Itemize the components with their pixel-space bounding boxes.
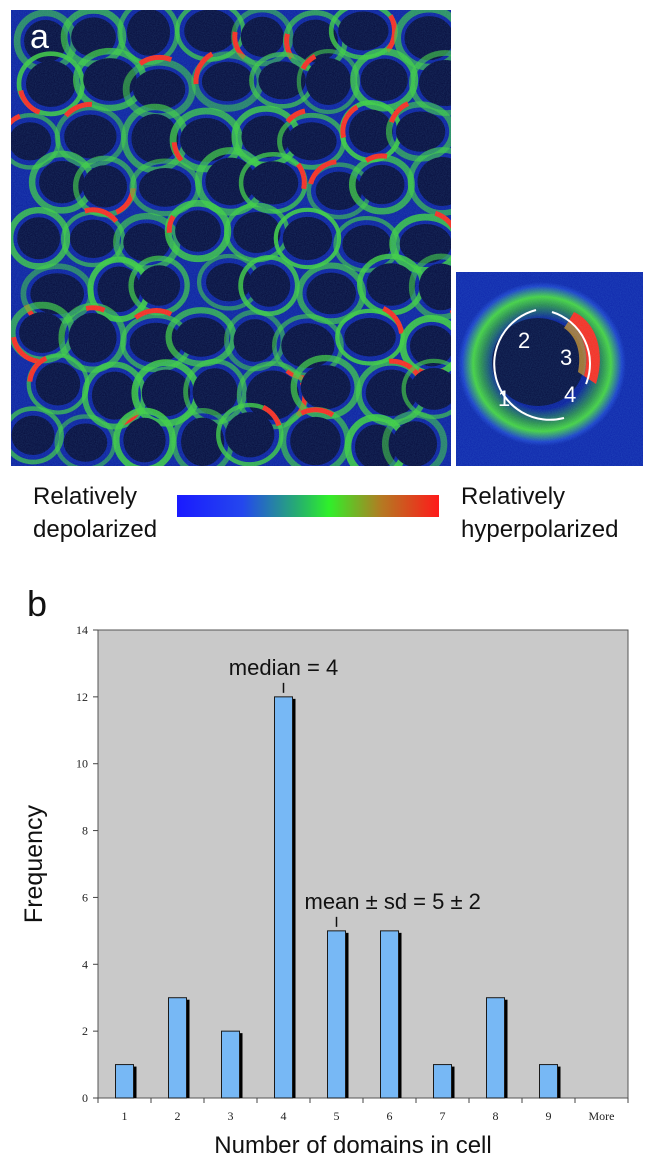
panel-a-label: a (30, 18, 49, 56)
bar-6 (380, 930, 399, 1099)
single-cell-inset: 1 2 3 4 (452, 268, 643, 466)
legend-left-line1: Relatively (33, 483, 138, 510)
y-tick-label: 6 (82, 890, 88, 904)
inset-label-2: 2 (518, 328, 530, 353)
panel-b-label: b (27, 583, 48, 624)
y-tick-label: 4 (82, 957, 88, 971)
bar-5 (327, 930, 346, 1099)
x-tick-label: More (589, 1109, 615, 1123)
y-axis-title: Frequency (20, 804, 48, 923)
inset-label-1: 1 (498, 386, 510, 411)
x-tick-label: 1 (122, 1109, 128, 1123)
annotation-text: median = 4 (229, 655, 338, 680)
y-tick-label: 8 (82, 824, 88, 838)
legend-hyperpolarized: Relatively hyperpolarized (461, 480, 618, 546)
y-tick-label: 12 (76, 690, 88, 704)
bar-1 (115, 1064, 134, 1099)
legend-right-line2: hyperpolarized (461, 516, 619, 543)
bar-2 (168, 997, 187, 1099)
x-axis: 1 2 3 4 5 6 7 8 9 More (97, 1098, 629, 1123)
x-tick-label: 7 (440, 1109, 446, 1123)
bar-8 (486, 997, 505, 1099)
annotations: median = 4 mean ± sd = 5 ± 2 (229, 655, 481, 927)
y-tick-label: 10 (76, 757, 88, 771)
legend-depolarized: Relatively depolarized (33, 480, 157, 546)
x-tick-label: 6 (387, 1109, 393, 1123)
color-scale-bar (177, 495, 439, 517)
x-tick-label: 8 (493, 1109, 499, 1123)
x-tick-label: 5 (334, 1109, 340, 1123)
legend-left-line2: depolarized (33, 516, 158, 543)
bar-3 (221, 1030, 240, 1099)
bar-7 (433, 1064, 452, 1099)
y-tick-label: 2 (82, 1024, 88, 1038)
bar-9 (539, 1064, 558, 1099)
inset-label-3: 3 (560, 345, 572, 370)
bars (115, 696, 561, 1099)
x-tick-label: 2 (175, 1109, 181, 1123)
membrane-potential-micrograph (11, 10, 451, 466)
inset-label-4: 4 (564, 382, 576, 407)
annotation-text: mean ± sd = 5 ± 2 (305, 889, 481, 914)
x-axis-title: Number of domains in cell (214, 1132, 491, 1159)
x-tick-label: 3 (228, 1109, 234, 1123)
bar-4 (274, 696, 293, 1099)
legend-right-line1: Relatively (461, 483, 566, 510)
y-tick-label: 0 (82, 1091, 88, 1105)
y-axis: 0 2 4 6 8 10 12 14 (76, 623, 98, 1105)
x-tick-label: 9 (546, 1109, 552, 1123)
x-tick-label: 4 (281, 1109, 287, 1123)
y-tick-label: 14 (76, 623, 88, 637)
